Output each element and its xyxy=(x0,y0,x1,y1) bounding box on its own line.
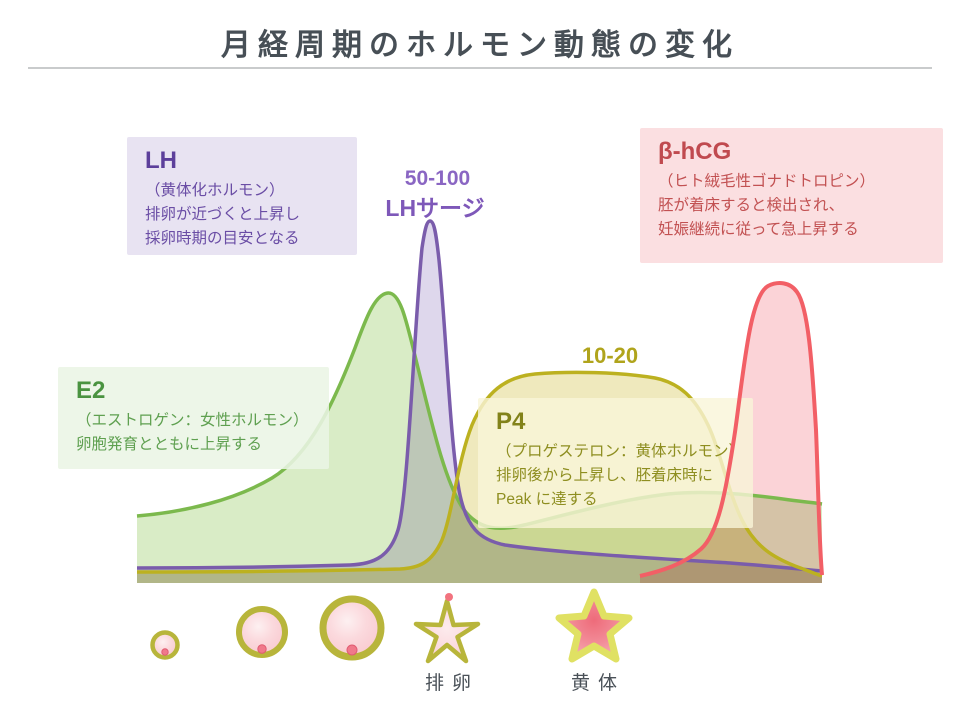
released-egg-dot xyxy=(445,593,453,601)
ovulation-label: 排卵 xyxy=(424,673,479,694)
lh-line-2: 排卵が近づくと上昇し xyxy=(145,205,301,223)
page-title: 月経周期のホルモン動態の変化 xyxy=(221,29,739,62)
bhcg-line-2: 胚が着床すると検出され、 xyxy=(658,196,845,214)
follicle-medium-icon xyxy=(236,606,288,658)
corpus-luteum-star-icon xyxy=(555,588,633,663)
p4-line-2: 排卵後から上昇し、胚着床時に xyxy=(496,466,714,484)
lh-surge-annotation: LHサージ xyxy=(385,195,485,221)
oocyte-dot xyxy=(346,644,358,656)
lh-label-box: LH （黄体化ホルモン） 排卵が近づくと上昇し 採卵時期の目安となる xyxy=(127,137,357,255)
e2-label-box: E2 （エストロゲン：女性ホルモン） 卵胞発育とともに上昇する xyxy=(58,367,329,469)
p4-line-1: （プロゲステロン：黄体ホルモン） xyxy=(496,442,745,460)
p4-label-box: P4 （プロゲステロン：黄体ホルモン） 排卵後から上昇し、胚着床時に Peak … xyxy=(478,398,753,528)
bhcg-title: β-hCG xyxy=(658,138,732,165)
follicle-large-icon xyxy=(319,595,385,661)
p4-peak-range-annotation: 10-20 xyxy=(581,343,639,368)
corpus-luteum-label: 黄体 xyxy=(570,673,625,694)
follicle-small-icon xyxy=(150,630,180,660)
e2-line-1: （エストロゲン：女性ホルモン） xyxy=(76,411,309,429)
e2-line-2: 卵胞発育とともに上昇する xyxy=(76,435,263,453)
lh-line-1: （黄体化ホルモン） xyxy=(145,181,285,199)
oocyte-dot xyxy=(161,648,169,656)
oocyte-dot xyxy=(257,644,267,654)
bhcg-label-box: β-hCG （ヒト絨毛性ゴナドトロピン） 胚が着床すると検出され、 妊娠継続に従… xyxy=(640,128,943,263)
lh-line-3: 採卵時期の目安となる xyxy=(145,229,300,247)
p4-line-3: Peak に達する xyxy=(496,490,598,508)
title-divider xyxy=(28,67,932,69)
e2-title: E2 xyxy=(76,377,106,404)
lh-peak-range-annotation: 50-100 xyxy=(404,167,471,190)
ovulation-star-icon xyxy=(413,593,481,664)
lh-curve xyxy=(136,219,823,573)
bhcg-line-1: （ヒト絨毛性ゴナドトロピン） xyxy=(658,172,876,190)
lh-title: LH xyxy=(145,147,177,174)
bhcg-line-3: 妊娠継続に従って急上昇する xyxy=(658,220,859,238)
p4-title: P4 xyxy=(496,408,526,435)
